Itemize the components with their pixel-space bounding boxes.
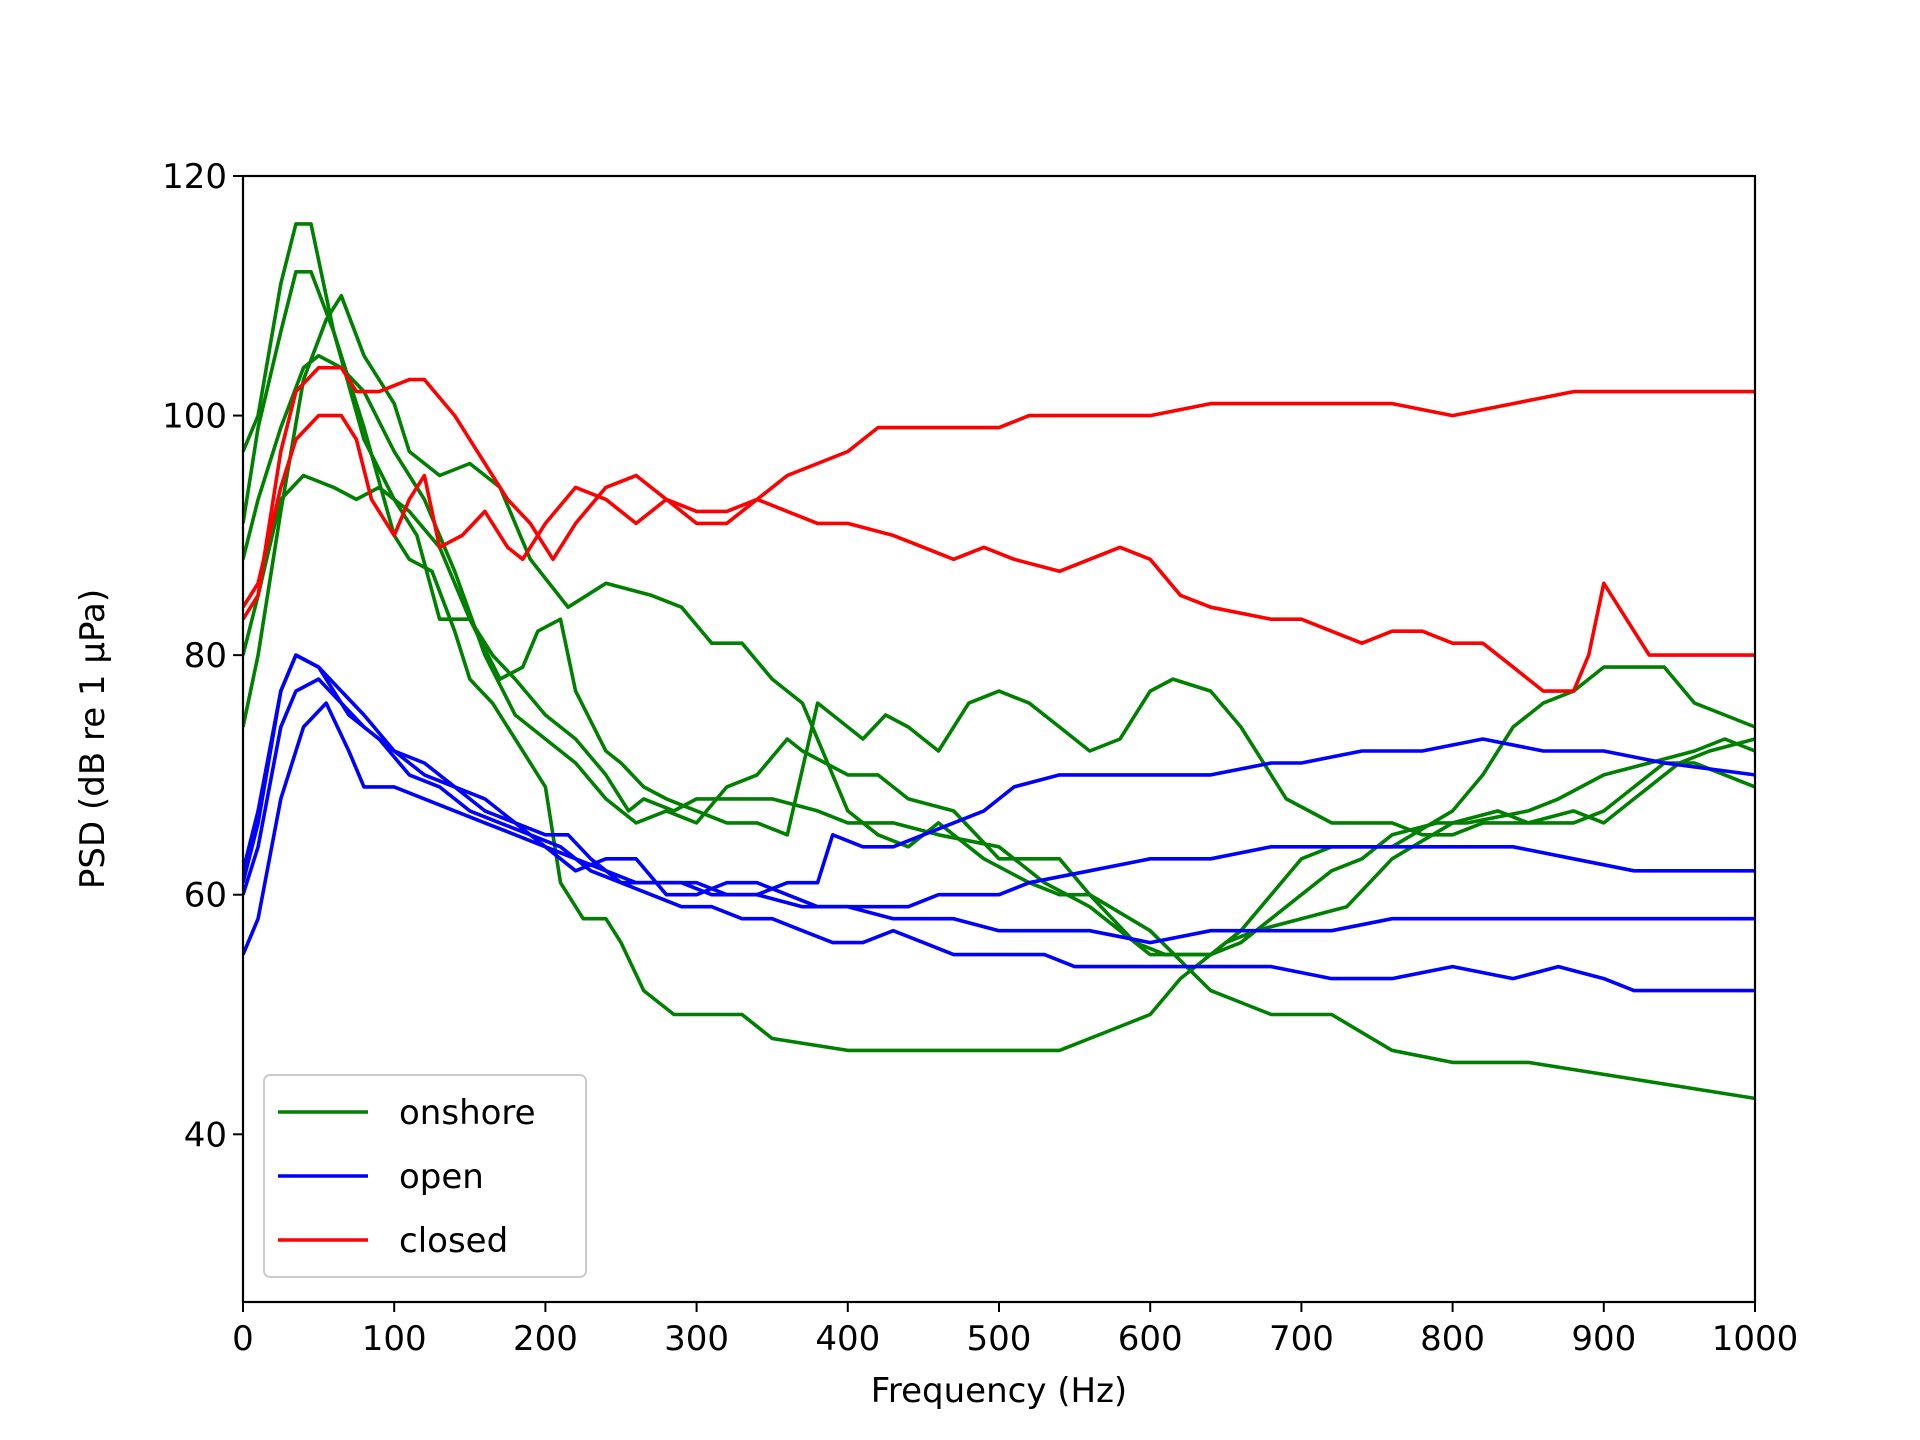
y-tick-label: 100 (162, 397, 227, 437)
x-tick-label: 800 (1420, 1319, 1485, 1359)
x-axis-label: Frequency (Hz) (871, 1371, 1127, 1411)
legend: onshore open closed (263, 1074, 587, 1278)
x-tick-label: 500 (967, 1319, 1032, 1359)
x-tick-label: 300 (664, 1319, 729, 1359)
series-line-open-8 (243, 701, 1755, 956)
x-tick-label: 200 (513, 1319, 578, 1359)
y-tick-label: 120 (162, 157, 227, 197)
y-tick-label: 80 (184, 636, 227, 676)
x-tick-label: 100 (362, 1319, 427, 1359)
legend-label-open: open (399, 1157, 484, 1197)
x-tick-label: 900 (1571, 1319, 1636, 1359)
y-axis-label: PSD (dB re 1 µPa) (73, 589, 113, 889)
x-tick-label: 0 (232, 1319, 254, 1359)
series-line-onshore-1 (243, 222, 1755, 1053)
y-tick-label: 40 (184, 1115, 227, 1155)
series-line-open-7 (243, 653, 1755, 945)
axes: 0 100 200 300 400 500 600 700 800 900 1000 40 60 80 10… (73, 157, 1798, 1411)
series-line-open-6 (243, 677, 1755, 897)
x-tick-label: 400 (815, 1319, 880, 1359)
series-line-closed-11 (243, 413, 1755, 693)
x-tick-label: 700 (1269, 1319, 1334, 1359)
y-tick-label: 60 (184, 876, 227, 916)
x-tick-label: 600 (1118, 1319, 1183, 1359)
series-line-onshore-3 (243, 294, 1755, 1101)
series-line-open-9 (243, 653, 1755, 993)
x-tick-label: 1000 (1712, 1319, 1799, 1359)
legend-label-closed: closed (399, 1221, 508, 1261)
series-line-closed-10 (243, 365, 1755, 621)
legend-box (263, 1074, 587, 1278)
series-line-onshore-2 (243, 270, 1755, 957)
legend-label-onshore: onshore (399, 1093, 536, 1133)
series-line-onshore-5 (243, 353, 1755, 957)
series-line-onshore-4 (243, 473, 1755, 837)
series-layer (243, 222, 1755, 1101)
